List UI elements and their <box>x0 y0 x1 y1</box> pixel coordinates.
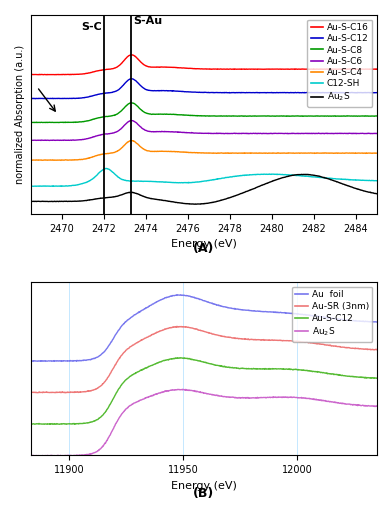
X-axis label: Energy (eV): Energy (eV) <box>171 481 237 490</box>
Legend: Au-S-C16, Au-S-C12, Au-S-C8, Au-S-C6, Au-S-C4, C12-SH, Au$_2$S: Au-S-C16, Au-S-C12, Au-S-C8, Au-S-C6, Au… <box>307 20 372 107</box>
Text: S-Au: S-Au <box>133 16 162 26</box>
Y-axis label: normalized Absorption (a.u.): normalized Absorption (a.u.) <box>15 45 25 184</box>
Legend: Au  foil, Au-SR (3nm), Au-S-C12, Au$_2$S: Au foil, Au-SR (3nm), Au-S-C12, Au$_2$S <box>292 286 372 342</box>
Text: (B): (B) <box>193 487 214 500</box>
Text: (A): (A) <box>193 242 214 255</box>
Text: S-C: S-C <box>82 22 102 32</box>
X-axis label: Energy (eV): Energy (eV) <box>171 239 237 250</box>
